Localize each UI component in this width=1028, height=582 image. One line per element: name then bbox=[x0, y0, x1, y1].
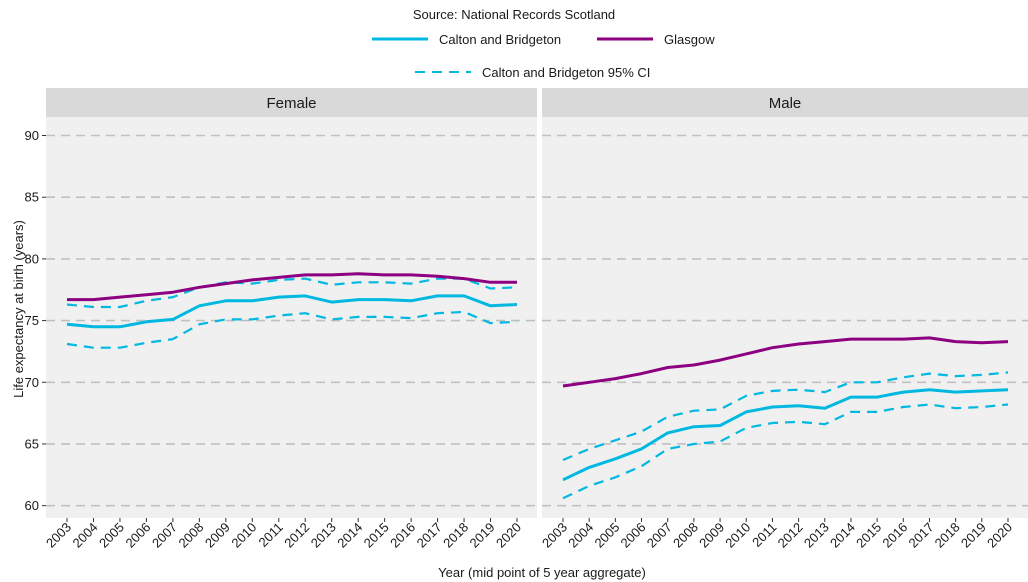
x-tick-label-male-2005: 2005 bbox=[591, 520, 622, 551]
strip-male bbox=[542, 88, 1028, 117]
y-tick-label-90: 90 bbox=[25, 128, 39, 143]
legend-label-calton: Calton and Bridgeton bbox=[439, 32, 561, 47]
series-line-female-glasgow bbox=[67, 272, 517, 302]
x-tick-label-female-2017: 2017 bbox=[414, 520, 445, 551]
x-tick-label-male-2020: 2020 bbox=[984, 520, 1015, 551]
x-tick-label-male-2019: 2019 bbox=[958, 520, 989, 551]
y-tick-label-80: 80 bbox=[25, 251, 39, 266]
y-tick-label-85: 85 bbox=[25, 190, 39, 205]
x-axis-title: Year (mid point of 5 year aggregate) bbox=[438, 565, 646, 580]
legend-label-calton-ci: Calton and Bridgeton 95% CI bbox=[482, 65, 650, 80]
x-tick-label-female-2005: 2005 bbox=[96, 520, 127, 551]
y-tick-label-60: 60 bbox=[25, 498, 39, 513]
x-tick-label-male-2011: 2011 bbox=[749, 520, 779, 550]
x-tick-label-female-2018: 2018 bbox=[440, 520, 471, 551]
x-tick-label-female-2006: 2006 bbox=[122, 520, 153, 551]
series-line-female-calton-ci-lower bbox=[66, 310, 518, 349]
x-tick-label-female-2020: 2020 bbox=[493, 520, 524, 551]
x-tick-label-male-2010: 2010 bbox=[722, 520, 753, 551]
x-tick-label-male-2018: 2018 bbox=[932, 520, 963, 551]
x-tick-label-male-2013: 2013 bbox=[801, 520, 832, 551]
x-tick-label-female-2003: 2003 bbox=[43, 520, 74, 551]
x-tick-label-female-2013: 2013 bbox=[308, 520, 339, 551]
x-tick-label-male-2016: 2016 bbox=[879, 520, 910, 551]
x-tick-label-male-2014: 2014 bbox=[827, 520, 858, 551]
y-axis-title: Life expectancy at birth (years) bbox=[11, 220, 26, 398]
panel-female: Female2003200420052006200720082009201020… bbox=[43, 88, 537, 551]
x-tick-label-female-2011: 2011 bbox=[256, 520, 286, 550]
strip-label-male: Male bbox=[769, 95, 802, 112]
x-tick-label-female-2015: 2015 bbox=[361, 520, 392, 551]
y-tick-label-65: 65 bbox=[25, 436, 39, 451]
x-tick-label-female-2004: 2004 bbox=[70, 520, 101, 551]
y-tick-label-70: 70 bbox=[25, 375, 39, 390]
x-tick-label-female-2008: 2008 bbox=[175, 520, 206, 551]
x-tick-label-male-2003: 2003 bbox=[539, 520, 570, 551]
x-tick-label-male-2009: 2009 bbox=[696, 520, 727, 551]
x-tick-label-male-2008: 2008 bbox=[670, 520, 701, 551]
series-line-male-calton bbox=[562, 388, 1009, 482]
x-tick-label-male-2004: 2004 bbox=[565, 520, 596, 551]
y-tick-label-75: 75 bbox=[25, 313, 39, 328]
y-axis: 60 65 70 75 80 85 90 bbox=[25, 128, 46, 513]
x-tick-label-female-2010: 2010 bbox=[228, 520, 259, 551]
x-tick-label-female-2019: 2019 bbox=[467, 520, 498, 551]
strip-label-female: Female bbox=[266, 95, 316, 112]
source-caption: Source: National Records Scotland bbox=[413, 7, 615, 22]
x-tick-label-male-2007: 2007 bbox=[644, 520, 675, 551]
series-line-male-glasgow bbox=[562, 336, 1009, 388]
x-tick-label-female-2012: 2012 bbox=[281, 520, 312, 551]
series-line-male-calton-ci-lower bbox=[562, 403, 1009, 500]
plot-area-male bbox=[542, 117, 1028, 518]
x-tick-label-male-2012: 2012 bbox=[775, 520, 806, 551]
legend-label-glasgow: Glasgow bbox=[664, 32, 715, 47]
x-tick-label-male-2006: 2006 bbox=[618, 520, 649, 551]
series-line-female-calton bbox=[66, 294, 518, 329]
x-tick-label-male-2015: 2015 bbox=[853, 520, 884, 551]
panel-male: Male 200320042005200620072008200920102011… bbox=[539, 88, 1028, 551]
series-line-female-calton-ci-upper bbox=[66, 277, 518, 309]
legend: Calton and Bridgeton Glasgow Calton and … bbox=[372, 32, 715, 80]
x-tick-label-male-2017: 2017 bbox=[906, 520, 937, 551]
x-tick-label-female-2014: 2014 bbox=[334, 520, 365, 551]
x-tick-label-female-2009: 2009 bbox=[202, 520, 233, 551]
strip-female bbox=[46, 88, 537, 117]
x-tick-label-female-2007: 2007 bbox=[149, 520, 180, 551]
plot-area-female bbox=[46, 117, 537, 518]
x-tick-label-female-2016: 2016 bbox=[387, 520, 418, 551]
